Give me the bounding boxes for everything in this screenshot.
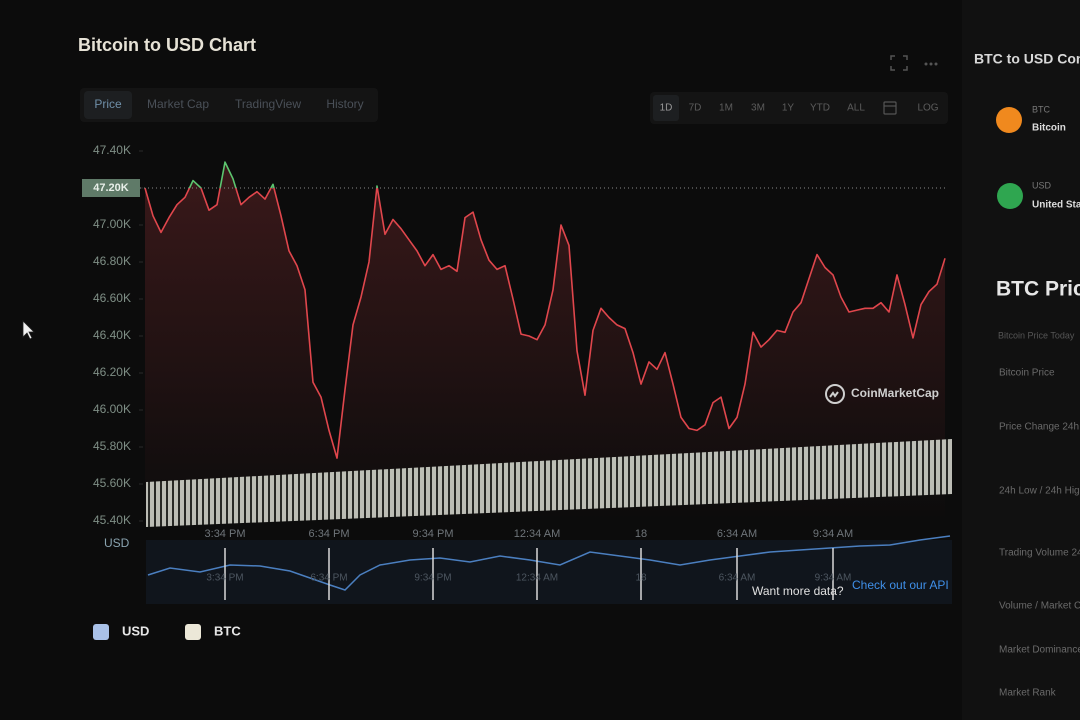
range-button[interactable]: YTD (810, 103, 830, 114)
navigator-tick-label: 9:34 AM (815, 573, 852, 584)
asset-name: Bitcoin (1032, 123, 1066, 134)
tab[interactable]: Price (94, 97, 122, 111)
sidebar-row: 24h Low / 24h High (999, 486, 1080, 497)
cursor (22, 320, 35, 340)
navigator-tick-label: 6:34 PM (310, 573, 347, 584)
legend-swatch[interactable] (93, 624, 109, 640)
y-tick-label: 46.60K (93, 291, 131, 305)
y-tick-label: 46.40K (93, 328, 131, 342)
y-tick-label: 45.80K (93, 439, 131, 453)
x-tick-label: 12:34 AM (514, 528, 560, 540)
sidebar-row: Market Rank (999, 688, 1057, 699)
sidebar-row: Market Dominance (999, 645, 1080, 656)
navigator-tick-label: 12:34 AM (516, 573, 558, 584)
sidebar-row: Bitcoin Price (999, 368, 1055, 379)
volume-bars (146, 439, 952, 527)
range-button[interactable]: 1Y (782, 103, 795, 114)
y-tick-label: 46.80K (93, 254, 131, 268)
x-tick-label: 18 (635, 528, 647, 540)
navigator-panel (146, 540, 952, 604)
tab[interactable]: TradingView (235, 97, 301, 111)
reference-label: 47.20K (93, 182, 129, 194)
footer-prompt: Want more data? (752, 584, 844, 598)
price-line (144, 161, 946, 459)
tab-active-bg (84, 91, 132, 119)
y-tick-label: 47.40K (93, 143, 131, 157)
y-tick-label: 45.40K (93, 513, 131, 527)
range-button[interactable]: 1M (719, 103, 733, 114)
asset-symbol: USD (1032, 180, 1052, 190)
btc-icon (996, 107, 1022, 133)
tab[interactable]: History (326, 97, 363, 111)
x-tick-label: 6:34 PM (309, 528, 350, 540)
sidebar-row: Trading Volume 24h (999, 548, 1080, 559)
navigator-line (147, 535, 951, 591)
tab[interactable]: Market Cap (147, 97, 209, 111)
navigator-tick-label: 3:34 PM (206, 573, 243, 584)
x-tick-label: 9:34 AM (813, 528, 853, 540)
footer-link[interactable]: Check out our API (852, 578, 949, 592)
sidebar-row: Price Change 24h (999, 422, 1079, 433)
y-tick-label: 47.00K (93, 217, 131, 231)
usd-icon (997, 183, 1023, 209)
navigator-tick-label: 18 (635, 573, 647, 584)
sidebar-panel (962, 0, 1080, 720)
navigator-label: USD (104, 536, 130, 550)
area-fill (145, 162, 945, 521)
asset-name: United States Dollar (1032, 200, 1080, 211)
y-tick-label: 46.00K (93, 402, 131, 416)
sidebar-title: BTC to USD Converter (974, 51, 1080, 67)
tab-bar (80, 88, 378, 122)
sidebar: BTC to USD Converter BTC Bitcoin USD Uni… (974, 51, 1080, 699)
legend-label[interactable]: USD (122, 623, 149, 638)
x-tick-label: 3:34 PM (205, 528, 246, 540)
watermark-logo (825, 384, 845, 404)
legend-label[interactable]: BTC (214, 623, 241, 638)
y-tick-label: 46.20K (93, 365, 131, 379)
navigator-tick-label: 9:34 PM (414, 573, 451, 584)
asset-symbol: BTC (1032, 104, 1051, 114)
range-button[interactable]: 1D (660, 103, 673, 114)
range-button[interactable]: 3M (751, 103, 765, 114)
range-button[interactable]: 7D (689, 103, 702, 114)
section-title: BTC Price Live Data (996, 278, 1080, 301)
watermark: CoinMarketCap (851, 386, 939, 400)
section-subtitle: Bitcoin Price Today (998, 330, 1075, 340)
x-tick-label: 6:34 AM (717, 528, 757, 540)
navigator-tick-label: 6:34 AM (719, 573, 756, 584)
range-active-bg (653, 95, 679, 121)
more-icon[interactable] (924, 62, 938, 66)
reference-badge (82, 179, 140, 197)
sidebar-row: Volume / Market Cap (999, 601, 1080, 612)
range-button[interactable]: LOG (917, 103, 938, 114)
calendar-icon[interactable] (883, 101, 897, 115)
expand-icon[interactable] (890, 55, 908, 71)
legend-swatch[interactable] (185, 624, 201, 640)
range-button[interactable]: ALL (847, 103, 865, 114)
x-tick-label: 9:34 PM (413, 528, 454, 540)
y-tick-label: 45.60K (93, 476, 131, 490)
chart-title: Bitcoin to USD Chart (78, 35, 256, 55)
range-bar (650, 92, 948, 124)
